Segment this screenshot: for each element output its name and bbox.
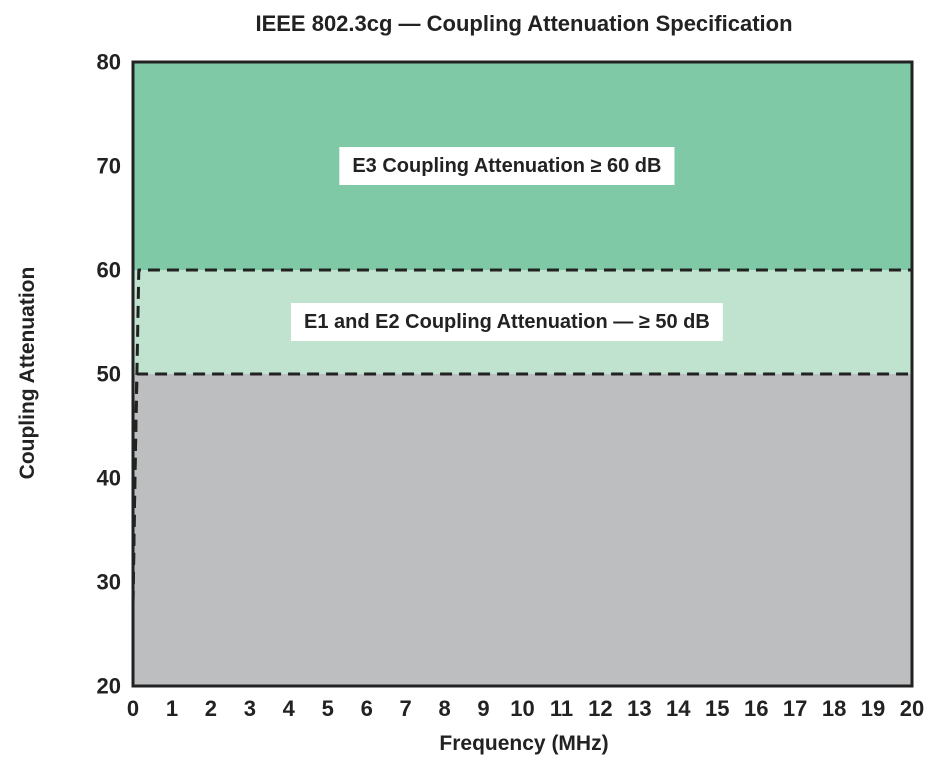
- plot-frame: [131, 60, 914, 688]
- x-tick-label: 18: [822, 696, 846, 721]
- y-tick-labels: 20 30 40 50 60 70 80: [97, 50, 121, 699]
- x-tick-label: 2: [205, 696, 217, 721]
- annotations-layer: E3 Coupling Attenuation ≥ 60 dB E1 and E2…: [291, 147, 723, 341]
- x-tick-label: 7: [400, 696, 412, 721]
- x-tick-label: 4: [283, 696, 296, 721]
- y-tick-label: 20: [97, 674, 121, 699]
- y-tick-label: 80: [97, 50, 121, 75]
- y-tick-label: 60: [97, 258, 121, 283]
- annotation-box: [291, 303, 723, 341]
- x-tick-label: 0: [127, 696, 139, 721]
- y-tick-label: 50: [97, 362, 121, 387]
- x-tick-label: 10: [510, 696, 534, 721]
- annotation-box: [339, 147, 675, 185]
- y-axis-label: Coupling Attenuation: [16, 267, 39, 480]
- annotation-1: E1 and E2 Coupling Attenuation — ≥ 50 dB: [291, 303, 723, 341]
- chart-title: IEEE 802.3cg — Coupling Attenuation Spec…: [255, 11, 792, 36]
- x-tick-label: 11: [550, 696, 573, 721]
- x-tick-labels: 0 1 2 3 4 5 6 7 8 9 10 11 12 13 14 15 16 17 18 19 20: [127, 696, 924, 721]
- y-tick-label: 40: [97, 466, 121, 491]
- x-tick-label: 19: [861, 696, 885, 721]
- annotation-label: E1 and E2 Coupling Attenuation — ≥ 50 dB: [304, 311, 710, 333]
- x-tick-label: 20: [900, 696, 924, 721]
- x-tick-label: 5: [322, 696, 334, 721]
- y-tick-label: 30: [97, 570, 121, 595]
- x-tick-label: 8: [438, 696, 450, 721]
- region-below-spec: [133, 374, 912, 686]
- y-tick-label: 70: [97, 154, 121, 179]
- x-tick-label: 12: [588, 696, 612, 721]
- x-tick-label: 1: [166, 696, 178, 721]
- x-tick-label: 9: [477, 696, 489, 721]
- annotation-label: E3 Coupling Attenuation ≥ 60 dB: [352, 155, 661, 177]
- x-tick-label: 6: [361, 696, 373, 721]
- annotation-0: E3 Coupling Attenuation ≥ 60 dB: [339, 147, 675, 185]
- x-tick-label: 15: [705, 696, 729, 721]
- x-tick-label: 13: [627, 696, 651, 721]
- x-tick-label: 14: [666, 696, 691, 721]
- x-tick-label: 16: [744, 696, 768, 721]
- x-axis-label: Frequency (MHz): [439, 732, 608, 755]
- x-tick-label: 3: [244, 696, 256, 721]
- x-tick-label: 17: [783, 696, 807, 721]
